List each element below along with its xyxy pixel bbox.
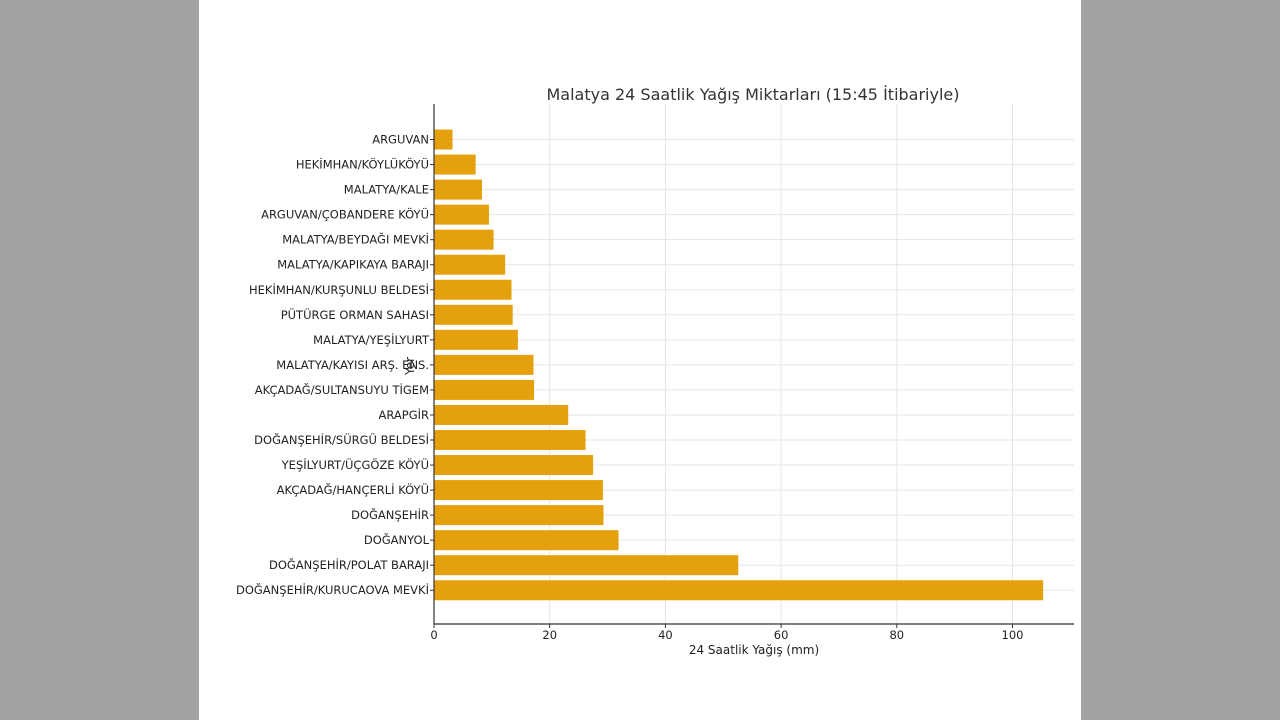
chart-panel: ARGUVAN HEKİMHAN/KÖYLÜKÖYÜ MALATYA/KALE ARG… bbox=[199, 0, 1081, 720]
category-label: ARGUVAN bbox=[372, 133, 429, 147]
bar bbox=[434, 329, 518, 350]
x-tick-label: 60 bbox=[774, 628, 789, 642]
x-tick-label: 0 bbox=[430, 628, 437, 642]
bar bbox=[434, 204, 489, 225]
category-label: DOĞANYOL bbox=[364, 532, 430, 547]
x-tick-label: 40 bbox=[658, 628, 673, 642]
category-label: MALATYA/KAPIKAYA BARAJI bbox=[277, 258, 429, 272]
bar bbox=[434, 379, 535, 400]
category-label: MALATYA/YEŞİLYURT bbox=[313, 332, 430, 347]
x-tick-labels: 0 20 40 60 80 100 bbox=[430, 628, 1023, 642]
grid-layer bbox=[430, 104, 1074, 628]
bar bbox=[434, 254, 506, 275]
bar bbox=[434, 455, 594, 476]
category-label: HEKİMHAN/KURŞUNLU BELDESİ bbox=[249, 282, 429, 297]
category-label: DOĞANŞEHİR bbox=[351, 507, 429, 522]
category-label: HEKİMHAN/KÖYLÜKÖYÜ bbox=[296, 156, 429, 172]
bar bbox=[434, 430, 586, 450]
bar-chart: ARGUVAN HEKİMHAN/KÖYLÜKÖYÜ MALATYA/KALE ARG… bbox=[236, 85, 1074, 657]
bars-layer bbox=[434, 129, 1044, 601]
bar bbox=[434, 229, 494, 250]
bar bbox=[434, 404, 569, 425]
bar bbox=[434, 480, 603, 501]
chart-title: Malatya 24 Saatlik Yağış Miktarları (15:… bbox=[546, 85, 959, 104]
category-label: DOĞANŞEHİR/KURUCAOVA MEVKİ bbox=[236, 582, 429, 597]
category-label: AKÇADAĞ/HANÇERLİ KÖYÜ bbox=[277, 481, 429, 497]
category-label: MALATYA/BEYDAĞI MEVKİ bbox=[282, 232, 429, 247]
bar bbox=[434, 555, 739, 576]
category-label: AKÇADAĞ/SULTANSUYU TİGEM bbox=[255, 382, 429, 397]
bar bbox=[434, 304, 513, 325]
category-label: MALATYA/KALE bbox=[344, 183, 429, 197]
category-label: PÜTÜRGE ORMAN SAHASI bbox=[281, 306, 429, 322]
bar bbox=[434, 154, 476, 175]
x-tick-label: 100 bbox=[1002, 628, 1024, 642]
category-label: ARGUVAN/ÇOBANDERE KÖYÜ bbox=[261, 206, 429, 222]
x-tick-label: 80 bbox=[889, 628, 904, 642]
category-label: MALATYA/KAYISI ARŞ. ENS. bbox=[276, 358, 429, 372]
category-label: DOĞANŞEHİR/POLAT BARAJI bbox=[269, 557, 429, 572]
bar bbox=[434, 279, 512, 300]
bar bbox=[434, 129, 453, 150]
axes-layer bbox=[433, 104, 1074, 625]
category-label: YEŞİLYURT/ÜÇGÖZE KÖYÜ bbox=[281, 456, 429, 472]
x-tick-label: 20 bbox=[542, 628, 557, 642]
bar bbox=[434, 530, 619, 551]
category-label: DOĞANŞEHİR/SÜRGÜ BELDESİ bbox=[254, 431, 429, 447]
bar bbox=[434, 580, 1044, 601]
category-labels: ARGUVAN HEKİMHAN/KÖYLÜKÖYÜ MALATYA/KALE ARG… bbox=[236, 133, 430, 598]
y-axis-title: Yer bbox=[403, 357, 417, 376]
bar bbox=[434, 354, 534, 375]
category-label: ARAPGİR bbox=[379, 407, 430, 422]
x-axis-title: 24 Saatlik Yağış (mm) bbox=[689, 643, 819, 657]
bar bbox=[434, 505, 604, 526]
bar bbox=[434, 179, 483, 200]
